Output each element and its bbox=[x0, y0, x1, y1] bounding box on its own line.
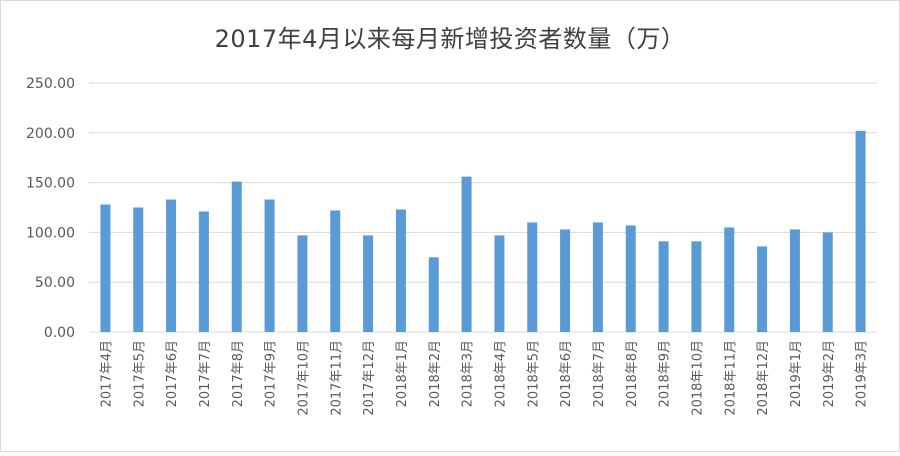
x-tick-label: 2017年7月 bbox=[198, 340, 213, 407]
x-tick-label: 2017年5月 bbox=[132, 340, 147, 407]
x-tick-label: 2017年4月 bbox=[99, 340, 114, 407]
bar bbox=[100, 204, 111, 332]
x-tick-label: 2017年6月 bbox=[165, 340, 180, 407]
x-tick-label: 2018年6月 bbox=[559, 340, 574, 407]
bar bbox=[527, 222, 538, 332]
bar bbox=[166, 199, 177, 332]
chart-title: 2017年4月以来每月新增投资者数量（万） bbox=[214, 25, 686, 53]
y-tick-label: 200.00 bbox=[26, 126, 75, 142]
bar bbox=[428, 257, 439, 332]
bar bbox=[297, 235, 308, 332]
bar bbox=[789, 229, 800, 332]
bar bbox=[461, 176, 472, 332]
bar bbox=[363, 235, 374, 332]
bar bbox=[395, 209, 406, 332]
bar bbox=[658, 241, 669, 332]
bar bbox=[757, 246, 768, 332]
x-tick-label: 2017年10月 bbox=[296, 340, 311, 416]
x-tick-label: 2018年3月 bbox=[461, 340, 476, 407]
x-tick-label: 2017年11月 bbox=[329, 340, 344, 416]
bar bbox=[855, 130, 866, 332]
bar bbox=[231, 181, 242, 332]
x-tick-label: 2018年4月 bbox=[493, 340, 508, 407]
bar bbox=[560, 229, 571, 332]
x-tick-label: 2018年11月 bbox=[723, 340, 738, 416]
x-tick-label: 2018年5月 bbox=[526, 340, 541, 407]
x-tick-label: 2017年8月 bbox=[231, 340, 246, 407]
x-tick-label: 2018年1月 bbox=[395, 340, 410, 407]
y-tick-label: 50.00 bbox=[35, 275, 75, 291]
bar bbox=[198, 211, 209, 332]
bar bbox=[133, 207, 144, 332]
x-tick-label: 2018年9月 bbox=[658, 340, 673, 407]
bar bbox=[330, 210, 341, 332]
x-tick-label: 2017年9月 bbox=[264, 340, 279, 407]
y-tick-label: 250.00 bbox=[26, 76, 75, 92]
bar bbox=[691, 241, 702, 332]
y-tick-label: 100.00 bbox=[26, 225, 75, 241]
x-tick-label: 2018年10月 bbox=[690, 340, 705, 416]
bar bbox=[264, 199, 275, 332]
x-tick-label: 2019年2月 bbox=[822, 340, 837, 407]
x-tick-label: 2018年7月 bbox=[592, 340, 607, 407]
bar bbox=[494, 235, 505, 332]
x-tick-label: 2018年2月 bbox=[428, 340, 443, 407]
bar bbox=[724, 227, 735, 332]
x-tick-label: 2019年3月 bbox=[855, 340, 870, 407]
x-tick-label: 2017年12月 bbox=[362, 340, 377, 416]
bar bbox=[822, 232, 833, 332]
x-tick-label: 2018年12月 bbox=[756, 340, 771, 416]
x-tick-label: 2019年1月 bbox=[789, 340, 804, 407]
y-tick-label: 150.00 bbox=[26, 176, 75, 192]
bar bbox=[592, 222, 603, 332]
y-tick-label: 0.00 bbox=[44, 325, 75, 341]
bar bbox=[625, 225, 636, 332]
x-tick-label: 2018年8月 bbox=[625, 340, 640, 407]
